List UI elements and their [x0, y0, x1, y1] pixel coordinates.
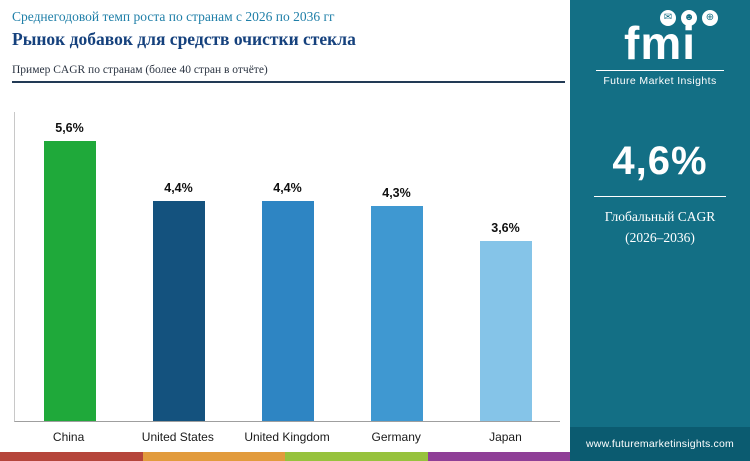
website-strip: www.futuremarketinsights.com [570, 427, 750, 461]
x-axis-label-japan: Japan [489, 430, 522, 444]
bar-column-japan: 3,6% [451, 112, 560, 421]
stripe-segment [427, 452, 570, 461]
person-icon: ☻ [681, 10, 697, 26]
stripe-segment [0, 452, 143, 461]
chart-panel: Среднегодовой темп роста по странам с 20… [0, 0, 570, 447]
bar-value-label: 4,3% [382, 186, 411, 200]
bar-chart: 5,6% 4,4% 4,4% 4,3% 3,6% China United [14, 112, 560, 447]
chart-header: Среднегодовой темп роста по странам с 20… [0, 0, 570, 83]
fmi-logo-text: fmi [624, 17, 696, 69]
global-cagr-label-line1: Глобальный CAGR [604, 208, 716, 224]
x-axis-label-united-states: United States [141, 430, 214, 444]
brand-name: Future Market Insights [596, 69, 724, 87]
x-axis-label-china: China [52, 430, 85, 444]
x-axis-labels: China United States United Kingdom Germa… [14, 430, 560, 444]
chart-note: Пример CAGR по странам (более 40 стран в… [12, 64, 268, 76]
bar-column-china: 5,6% [15, 112, 124, 421]
bar-value-label: 4,4% [273, 181, 302, 195]
bar-column-germany: 4,3% [342, 112, 451, 421]
mail-icon: ✉ [660, 10, 676, 26]
fmi-logo: ✉ ☻ ⊕ fmi Future Market Insights [596, 10, 724, 87]
bar-value-label: 5,6% [55, 121, 84, 135]
global-cagr-label: Глобальный CAGR (2026–2036) [570, 207, 750, 249]
stripe-segment [285, 452, 428, 461]
website-link[interactable]: www.futuremarketinsights.com [586, 438, 734, 450]
brand-color-stripe [0, 452, 570, 461]
bar-value-label: 4,4% [164, 181, 193, 195]
header-divider [12, 81, 565, 83]
global-cagr-label-line2: (2026–2036) [625, 229, 695, 245]
cagr-divider [594, 195, 726, 197]
bar-germany [370, 206, 423, 421]
bar-united-states [152, 201, 205, 421]
x-axis-label-germany: Germany [371, 430, 421, 444]
page-title: Рынок добавок для средств очистки стекла [12, 29, 356, 49]
bar-value-label: 3,6% [491, 221, 520, 235]
report-period-subtitle: Среднегодовой темп роста по странам с 20… [12, 9, 335, 24]
plot-area: 5,6% 4,4% 4,4% 4,3% 3,6% [14, 112, 560, 422]
logo-icons: ✉ ☻ ⊕ [596, 10, 724, 26]
bar-united-kingdom [261, 201, 314, 421]
global-cagr-value: 4,6% [612, 138, 708, 183]
stripe-segment [142, 452, 285, 461]
bar-column-united-kingdom: 4,4% [233, 112, 342, 421]
bar-japan [479, 241, 532, 421]
bar-column-united-states: 4,4% [124, 112, 233, 421]
bar-china [43, 141, 96, 421]
globe-icon: ⊕ [702, 10, 718, 26]
x-axis-label-united-kingdom: United Kingdom [244, 430, 330, 444]
brand-sidebar: ✉ ☻ ⊕ fmi Future Market Insights 4,6% Гл… [570, 0, 750, 461]
